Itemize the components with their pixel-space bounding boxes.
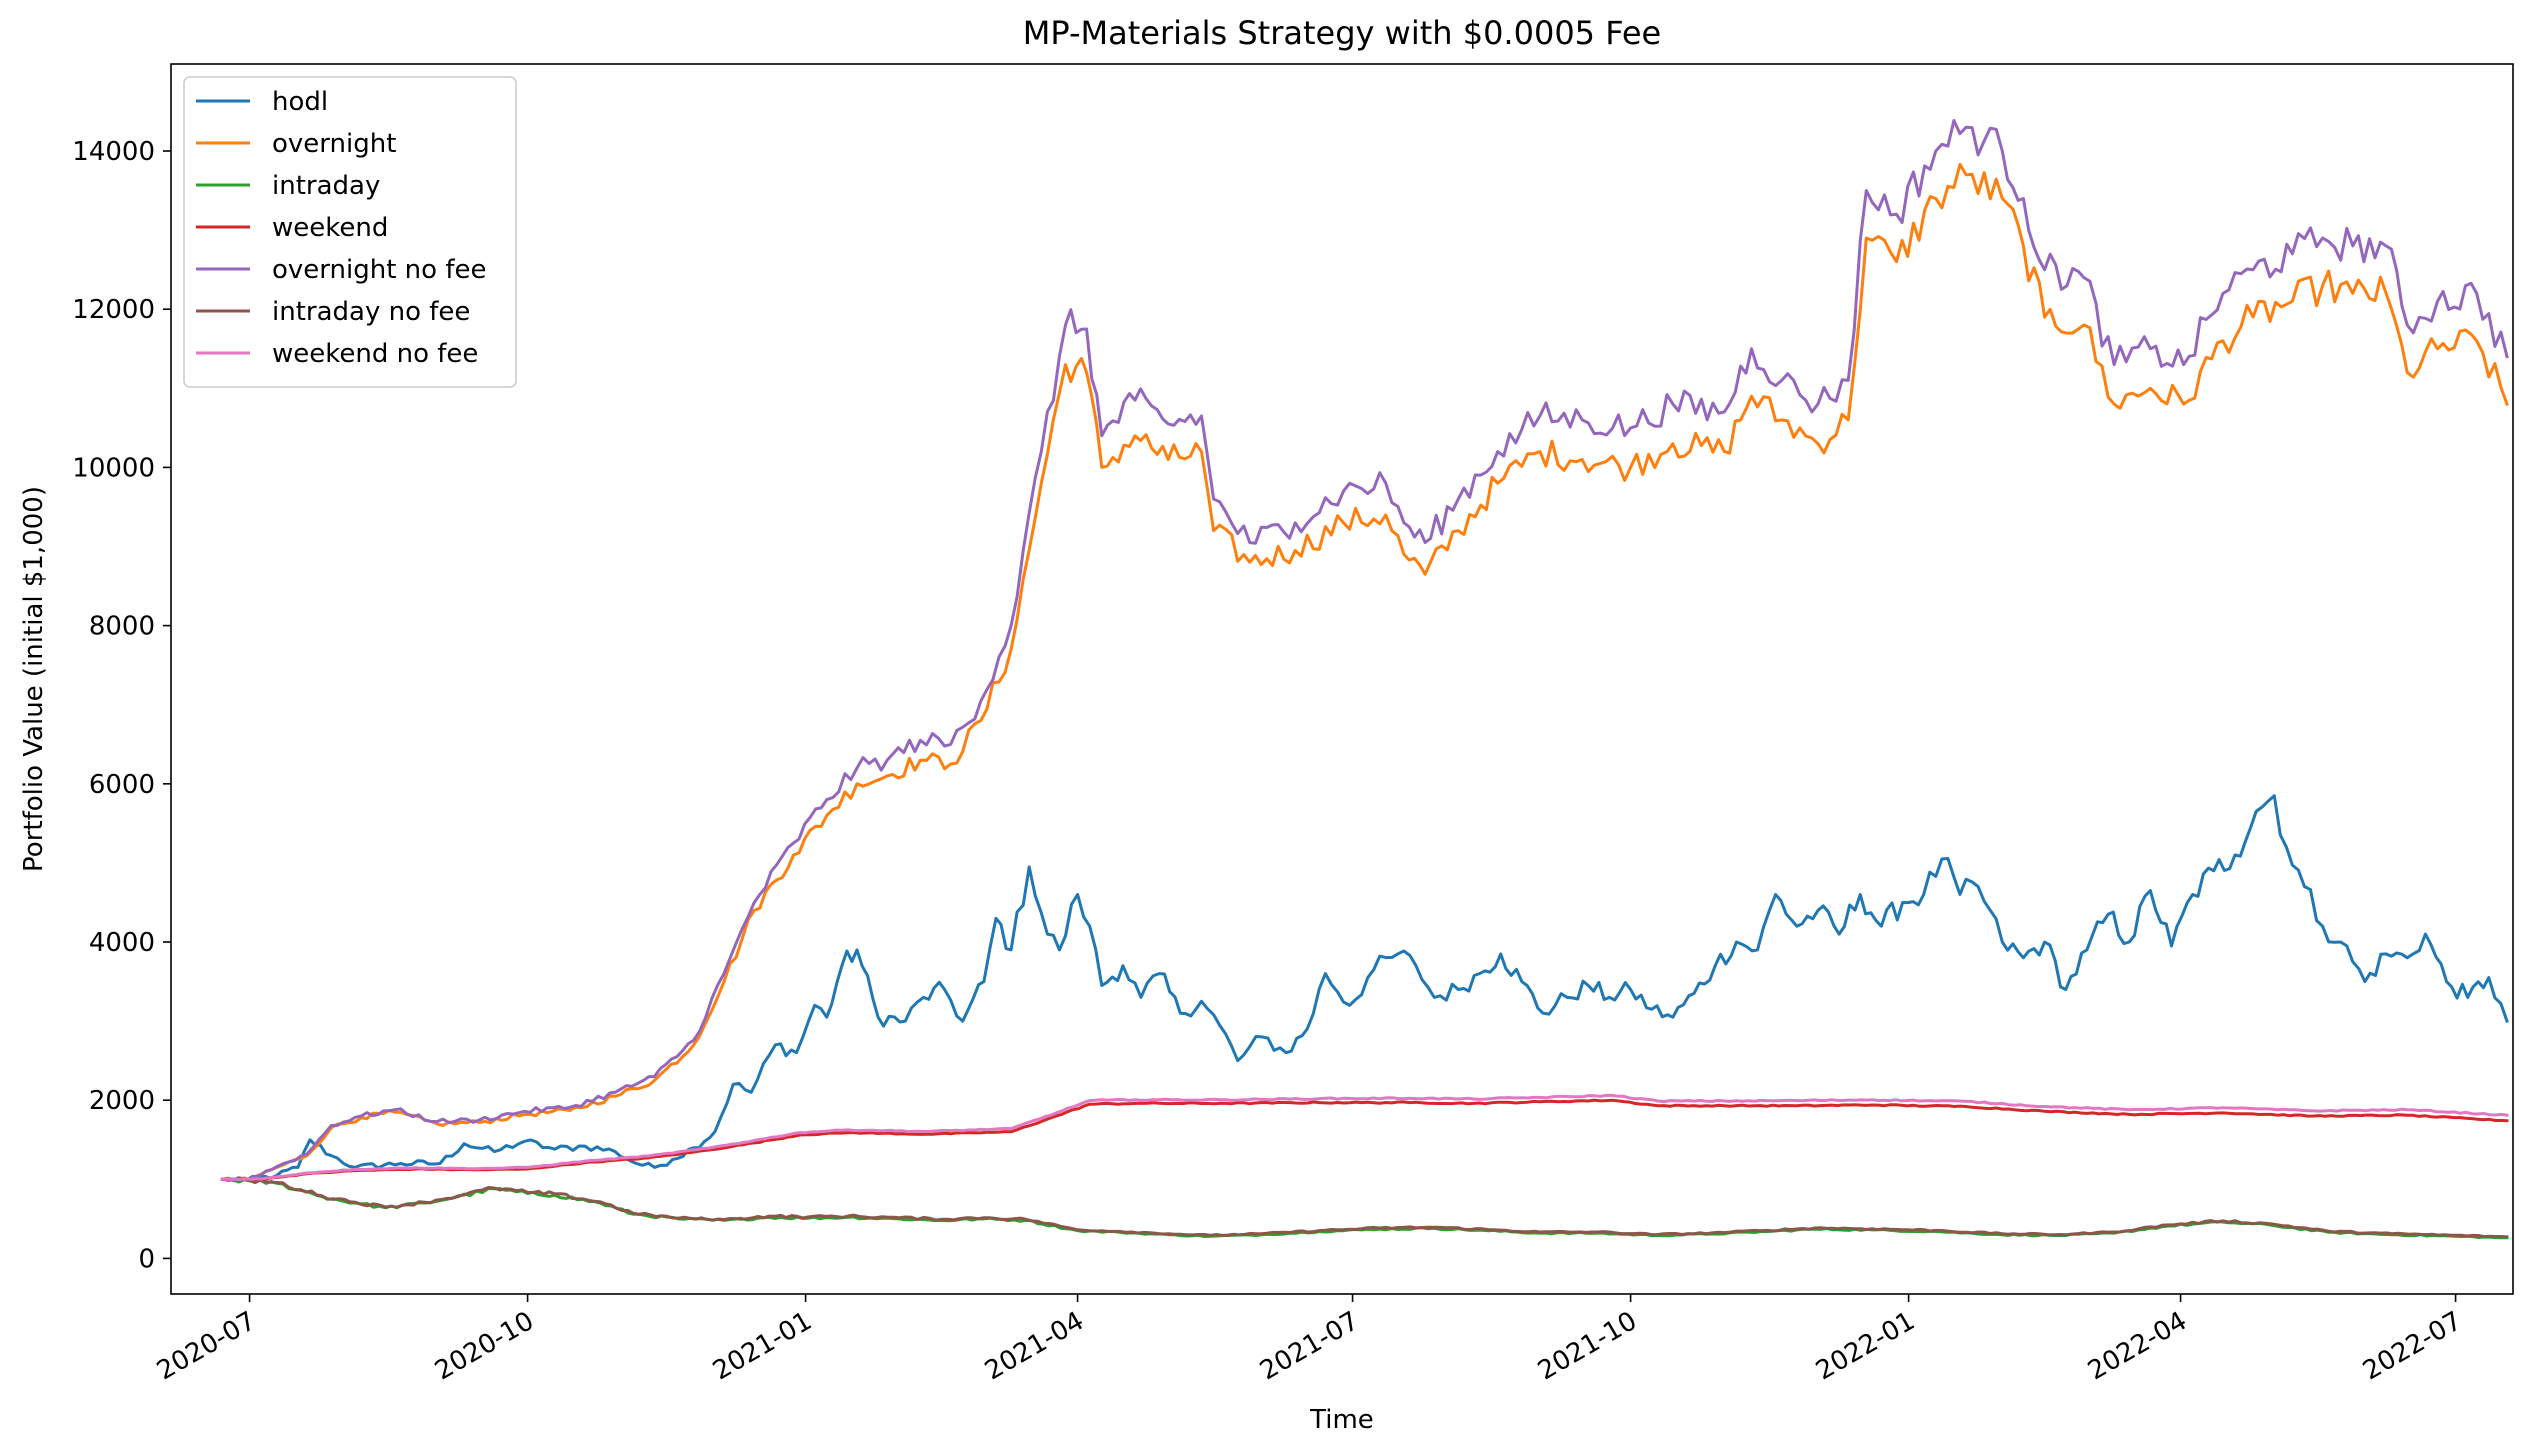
y-tick-label: 8000 <box>89 612 155 642</box>
legend: hodl overnight intraday weekend overnight no… <box>183 76 517 388</box>
y-tick-label: 10000 <box>72 453 155 483</box>
y-tick-label: 12000 <box>72 295 155 325</box>
legend-box <box>183 76 517 388</box>
y-axis-label: Portfolio Value (initial $1,000) <box>19 486 49 872</box>
series-lines <box>220 119 2509 1240</box>
axes-frame <box>170 63 2514 1295</box>
legend-label: intraday no fee <box>272 297 470 327</box>
legend-label: overnight <box>272 129 396 159</box>
series-line-overnight <box>220 162 2509 1182</box>
legend-label: weekend no fee <box>272 339 478 369</box>
series-line-overnight-no-fee <box>220 119 2509 1182</box>
series-line-weekend <box>220 1098 2509 1182</box>
y-tick-label: 0 <box>138 1244 155 1274</box>
chart-title: MP-Materials Strategy with $0.0005 Fee <box>1023 14 1661 52</box>
legend-label: intraday <box>272 171 380 201</box>
legend-label: weekend <box>272 213 388 243</box>
legend-label: hodl <box>272 87 328 117</box>
y-tick-label: 2000 <box>89 1086 155 1116</box>
series-line-weekend-no-fee <box>220 1093 2509 1181</box>
legend-label: overnight no fee <box>272 255 486 285</box>
x-axis-label: Time <box>1309 1405 1374 1435</box>
series-line-intraday-no-fee <box>220 1176 2509 1239</box>
series-line-hodl <box>220 794 2509 1183</box>
y-tick-label: 6000 <box>89 770 155 800</box>
y-tick-label: 14000 <box>72 137 155 167</box>
y-tick-label: 4000 <box>89 928 155 958</box>
y-axis-ticks: 0 2000 4000 6000 8000 10000 12000 14000 <box>72 137 171 1274</box>
